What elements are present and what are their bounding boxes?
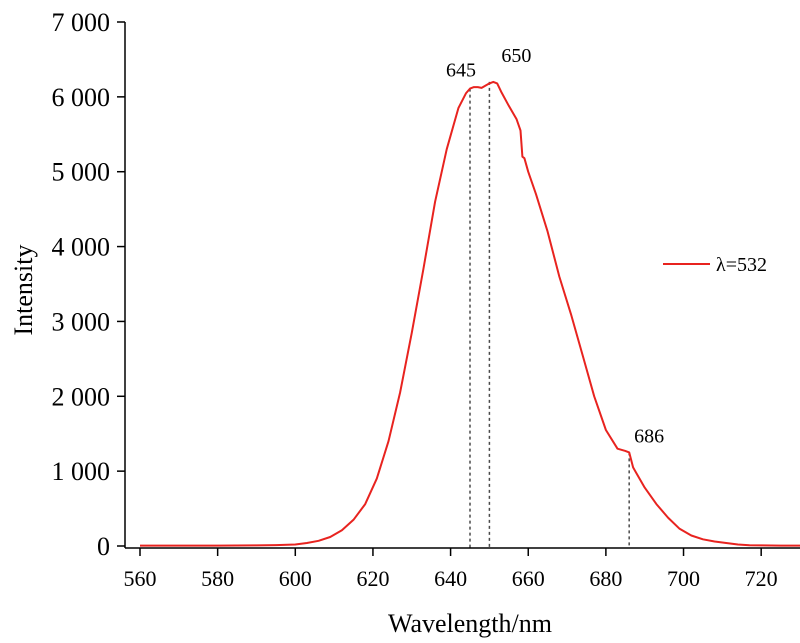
series-layer <box>140 80 800 547</box>
series-line <box>140 80 800 547</box>
x-tick-label: 660 <box>512 566 545 591</box>
annotation-label: 686 <box>634 425 664 447</box>
axes <box>124 22 800 549</box>
y-tick-label: 6 000 <box>52 83 111 112</box>
y-tick-label: 4 000 <box>52 233 111 262</box>
y-tick-label: 1 000 <box>52 457 111 486</box>
x-axis-ticks: 560 580 600 620 640 660 680 700 720 <box>124 548 778 591</box>
x-tick-label: 620 <box>356 566 389 591</box>
x-tick-label: 640 <box>434 566 467 591</box>
x-tick-label: 680 <box>589 566 622 591</box>
annotation-label: 650 <box>501 45 531 67</box>
y-tick-label: 0 <box>97 532 110 561</box>
y-tick-label: 3 000 <box>52 307 111 336</box>
legend: λ=532 <box>663 254 767 276</box>
y-axis-ticks: 0 1 000 2 000 3 000 4 000 5 000 6 000 7 000 <box>52 8 125 561</box>
y-tick-label: 2 000 <box>52 382 111 411</box>
x-axis-title: Wavelength/nm <box>388 609 552 638</box>
x-tick-label: 720 <box>745 566 778 591</box>
x-tick-label: 560 <box>124 566 157 591</box>
y-axis-title: Intensity <box>9 245 38 336</box>
x-tick-label: 580 <box>201 566 234 591</box>
legend-label: λ=532 <box>716 254 767 276</box>
annotation-labels: 645 650 686 <box>446 45 664 448</box>
y-tick-label: 7 000 <box>52 8 111 37</box>
x-tick-label: 600 <box>279 566 312 591</box>
y-tick-label: 5 000 <box>52 158 111 187</box>
annotation-label: 645 <box>446 60 476 82</box>
annotation-guides <box>469 81 630 548</box>
x-tick-label: 700 <box>667 566 700 591</box>
